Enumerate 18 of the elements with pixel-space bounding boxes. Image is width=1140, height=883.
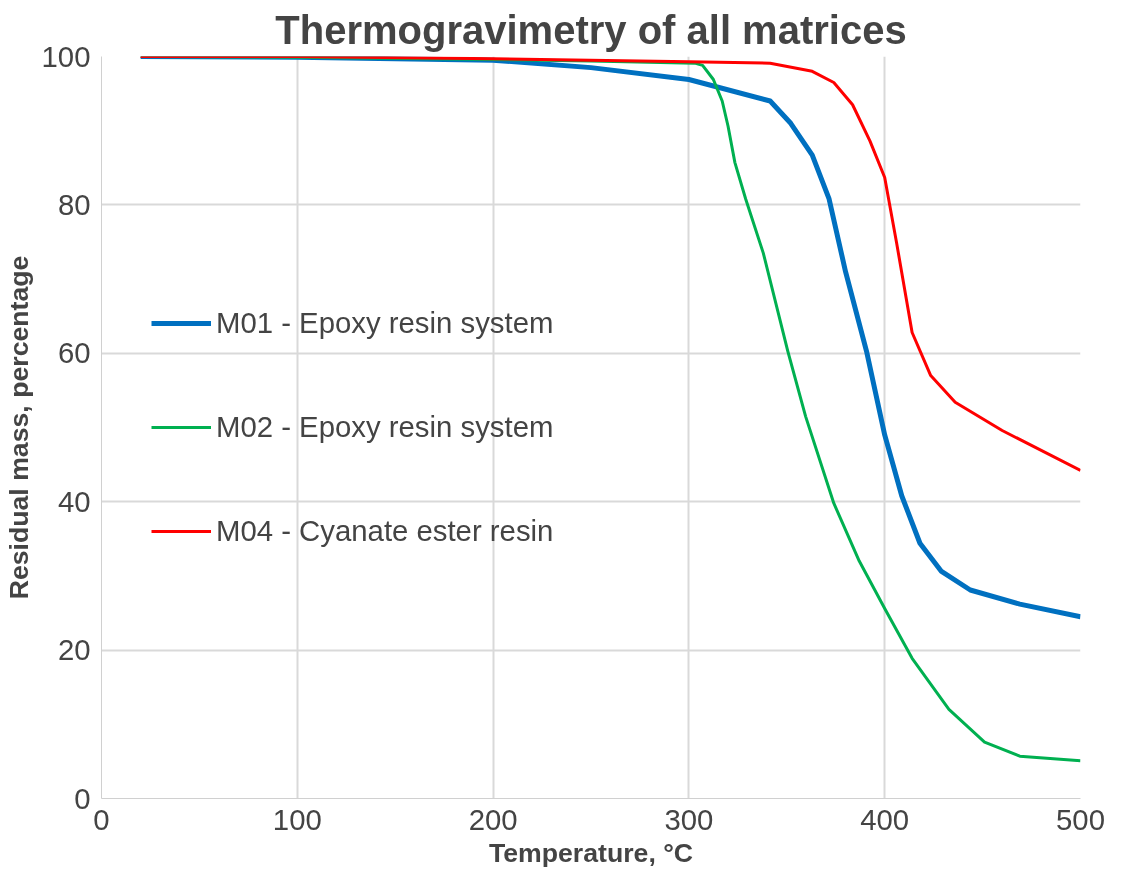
x-tick-label: 500 [1056, 802, 1105, 836]
x-tick-label: 300 [664, 802, 714, 836]
line-series [139, 56, 1081, 473]
x-tick-label: 400 [860, 802, 910, 836]
x-tick-label: 200 [468, 802, 518, 836]
y-tick-label: 20 [57, 633, 91, 667]
x-axis-title: Temperature, °C [488, 837, 694, 868]
legend-label: M02 - Epoxy resin system [216, 410, 554, 444]
y-tick-label: 60 [57, 336, 91, 370]
y-axis-title: Residual mass, percentage [3, 255, 34, 600]
y-tick-label: 100 [41, 39, 91, 73]
y-tick-label: 40 [57, 484, 91, 518]
x-tick-label: 100 [272, 802, 322, 836]
y-tick-label: 80 [57, 187, 91, 221]
legend-label: M01 - Epoxy resin system [216, 306, 554, 340]
legend-label: M04 - Cyanate ester resin [216, 514, 554, 548]
y-tick-label: 0 [74, 781, 91, 815]
chart-title: Thermogravimetry of all matrices [275, 7, 907, 52]
